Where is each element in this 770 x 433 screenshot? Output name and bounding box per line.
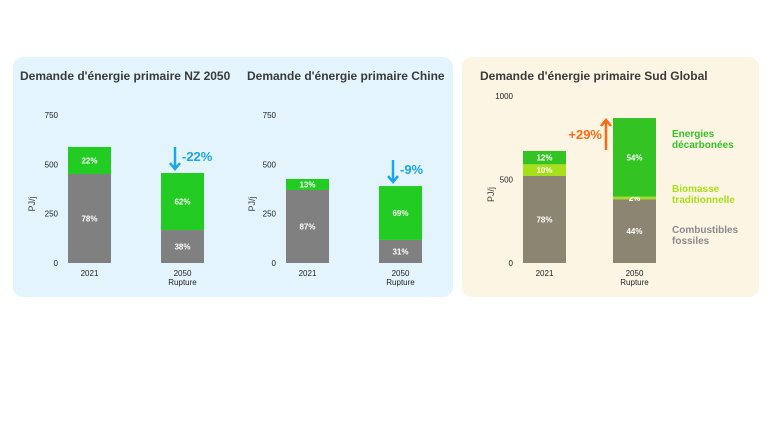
legend-entry: décarbonées: [672, 140, 734, 151]
segment-label: 22%: [81, 156, 97, 165]
segment-label: 12%: [536, 154, 552, 163]
y-tick-label: 750: [45, 111, 59, 120]
bar-segment-decarb: [286, 178, 329, 190]
category-label: Rupture: [386, 278, 415, 287]
bar-segment-decarb_sud: [613, 118, 656, 197]
category-label: Rupture: [620, 278, 649, 287]
segment-label: 2%: [629, 194, 641, 203]
bar-segment-fossil: [379, 239, 422, 263]
segment-label: 69%: [392, 209, 408, 218]
legend-entry: Energies: [672, 129, 715, 140]
segment-label: 78%: [536, 215, 552, 224]
legend-entry: Biomasse: [672, 184, 720, 195]
y-axis-label: PJ/j: [486, 187, 496, 202]
category-label: 2021: [536, 269, 554, 278]
bar-segment-fossil_sud: [613, 199, 656, 263]
category-label: 2021: [81, 269, 99, 278]
category-label: 2021: [299, 269, 317, 278]
chart-title: Demande d'énergie primaire Chine: [247, 69, 445, 83]
y-tick-label: 500: [45, 160, 59, 169]
bar-segment-decarb: [161, 173, 204, 231]
segment-label: 10%: [536, 166, 552, 175]
legend-entry: Combustibles: [672, 225, 739, 236]
legend-entry: traditionnelle: [672, 195, 735, 206]
arrow-down-icon: [387, 160, 399, 184]
y-tick-label: 0: [272, 259, 277, 268]
chart-title: Demande d'énergie primaire NZ 2050: [20, 69, 231, 83]
panel-sud-global: [462, 57, 759, 297]
y-tick-label: 750: [263, 111, 277, 120]
y-tick-label: 500: [500, 176, 514, 185]
segment-label: 44%: [626, 227, 642, 236]
segment-label: 31%: [392, 247, 408, 256]
legend-entry: fossiles: [672, 236, 710, 247]
bar-segment-decarb: [379, 186, 422, 240]
arrow-up-icon: [600, 118, 612, 150]
y-axis-label: PJ/j: [247, 196, 257, 211]
category-label: 2050: [174, 269, 192, 278]
change-label: +29%: [568, 127, 602, 142]
segment-label: 38%: [174, 243, 190, 252]
chart-title: Demande d'énergie primaire Sud Global: [480, 69, 708, 83]
segment-label: 54%: [626, 153, 642, 162]
bar-segment-fossil: [161, 230, 204, 263]
bar-segment-decarb_sud: [523, 150, 566, 165]
category-label: 2050: [392, 269, 410, 278]
y-tick-label: 1000: [495, 92, 513, 101]
y-tick-label: 250: [263, 210, 277, 219]
bar-segment-biomass: [613, 196, 656, 200]
bar-segment-biomass: [523, 164, 566, 176]
bar-segment-decarb: [68, 146, 111, 175]
segment-label: 13%: [299, 180, 315, 189]
change-label: -22%: [182, 149, 213, 164]
bar-segment-fossil: [286, 189, 329, 263]
y-axis-label: PJ/j: [27, 196, 37, 211]
category-label: 2050: [626, 269, 644, 278]
segment-label: 78%: [81, 215, 97, 224]
category-label: Rupture: [168, 278, 197, 287]
arrow-down-icon: [169, 147, 181, 171]
y-tick-label: 250: [45, 210, 59, 219]
y-tick-label: 500: [263, 160, 277, 169]
segment-label: 62%: [174, 198, 190, 207]
y-tick-label: 0: [509, 259, 514, 268]
bar-segment-fossil: [68, 174, 111, 263]
change-label: -9%: [400, 162, 424, 177]
segment-label: 87%: [299, 222, 315, 231]
y-tick-label: 0: [54, 259, 59, 268]
bar-segment-fossil_sud: [523, 175, 566, 263]
